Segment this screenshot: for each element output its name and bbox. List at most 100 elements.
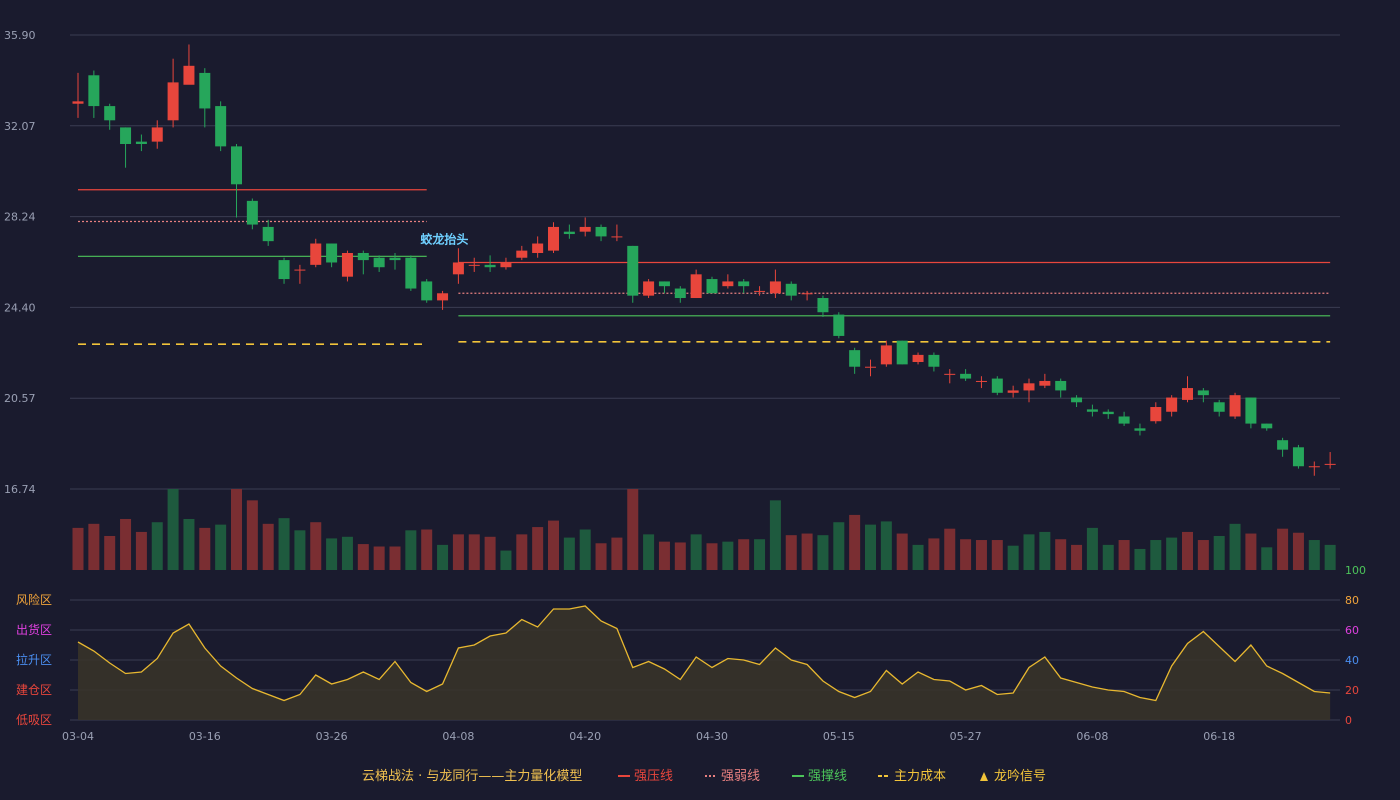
volume-bar [579, 529, 591, 570]
price-tick-label: 16.74 [4, 483, 36, 496]
candle-body [785, 283, 797, 296]
oscillator-line [77, 605, 1331, 702]
x-tick-label: 06-18 [1203, 730, 1235, 743]
candle-body [563, 231, 575, 235]
legend-label: 龙吟信号 [994, 768, 1046, 784]
volume-bar [1071, 544, 1083, 570]
candle-body [88, 75, 100, 107]
candle [595, 224, 607, 242]
volume-bar [1324, 544, 1336, 570]
volume-bar [135, 531, 147, 570]
candle-body [1308, 466, 1320, 468]
legend-item: 强弱线 [705, 769, 760, 784]
volume-bar [1007, 545, 1019, 570]
candle-body [801, 293, 813, 295]
axes: 35.90 32.07 28.24 24.40 20.57 16.74 100 80 60 40 2… [4, 29, 1366, 743]
candle-body [262, 226, 274, 242]
x-tick-label: 03-16 [189, 730, 221, 743]
candle [199, 68, 211, 128]
candle [690, 269, 702, 299]
candle-body [452, 262, 464, 275]
candle [1023, 378, 1035, 403]
candle [1055, 378, 1067, 398]
candle [801, 290, 813, 301]
candle-body [199, 72, 211, 109]
candle [1197, 388, 1209, 403]
candle [1086, 404, 1098, 417]
volume-bar [1308, 540, 1320, 570]
x-tick-label: 04-30 [696, 730, 728, 743]
x-tick-label: 04-08 [442, 730, 474, 743]
candle [215, 101, 227, 152]
volume-bar [357, 544, 369, 570]
x-tick-label: 03-26 [316, 730, 348, 743]
volume-bar [991, 540, 1003, 570]
candle-body [167, 82, 179, 121]
volume-bar [960, 539, 972, 570]
candle [706, 276, 718, 294]
volume-bar [1261, 547, 1273, 570]
candle [104, 103, 116, 130]
volume-bar [928, 538, 940, 570]
candle-body [1324, 463, 1336, 465]
candle [1182, 376, 1193, 403]
candle-body [1150, 407, 1162, 422]
price-tick-label: 28.24 [4, 211, 36, 224]
volume-bar [643, 534, 655, 570]
volume-bar [373, 546, 385, 570]
candle-body [944, 373, 956, 375]
candle-body [1118, 416, 1130, 424]
candle-body [1102, 411, 1114, 415]
candle [1277, 437, 1289, 457]
volume-bar [912, 544, 924, 570]
x-tick-label: 03-04 [62, 730, 94, 743]
candle-body [722, 281, 734, 287]
oscillator [77, 605, 1331, 720]
volume-bar [389, 546, 401, 570]
volume-bar [1277, 528, 1289, 570]
candle-body [1245, 397, 1257, 424]
volume-bars [72, 489, 1336, 570]
candle [674, 286, 686, 303]
volume-bar [1245, 533, 1257, 570]
osc-tick-label: 80 [1345, 594, 1359, 607]
candle [579, 217, 591, 237]
volume-bar [1229, 523, 1241, 570]
volume-bar [88, 523, 100, 570]
x-tick-label: 05-27 [950, 730, 982, 743]
candle-body [326, 243, 338, 263]
candle-body [960, 373, 972, 379]
candle [373, 255, 385, 272]
volume-bar [405, 530, 417, 570]
candle [484, 255, 496, 272]
candle-body [579, 226, 591, 232]
volume-bar [468, 534, 480, 570]
candle-body [246, 200, 258, 225]
candle-body [674, 288, 686, 299]
candle [658, 281, 670, 294]
candle [1213, 399, 1225, 417]
volume-bar [658, 541, 670, 570]
volume-bar [801, 533, 813, 570]
legend-label: 强弱线 [721, 769, 760, 784]
volume-bar [1166, 537, 1178, 570]
candle [516, 245, 528, 261]
volume-bar [326, 538, 338, 570]
volume-bar [500, 550, 512, 570]
volume-bar [865, 524, 876, 570]
candle-body [595, 226, 607, 237]
volume-bar [151, 522, 163, 570]
candle [341, 250, 353, 282]
price-tick-label: 35.90 [4, 29, 36, 42]
candle-body [658, 281, 670, 287]
candle-body [1213, 402, 1225, 412]
candle [627, 245, 639, 303]
candle-body [1166, 397, 1178, 412]
candle [817, 295, 829, 317]
candle [1292, 444, 1304, 469]
candle-body [405, 257, 417, 289]
candle [944, 369, 956, 384]
volume-bar [341, 536, 353, 570]
candle-body [1086, 409, 1098, 412]
